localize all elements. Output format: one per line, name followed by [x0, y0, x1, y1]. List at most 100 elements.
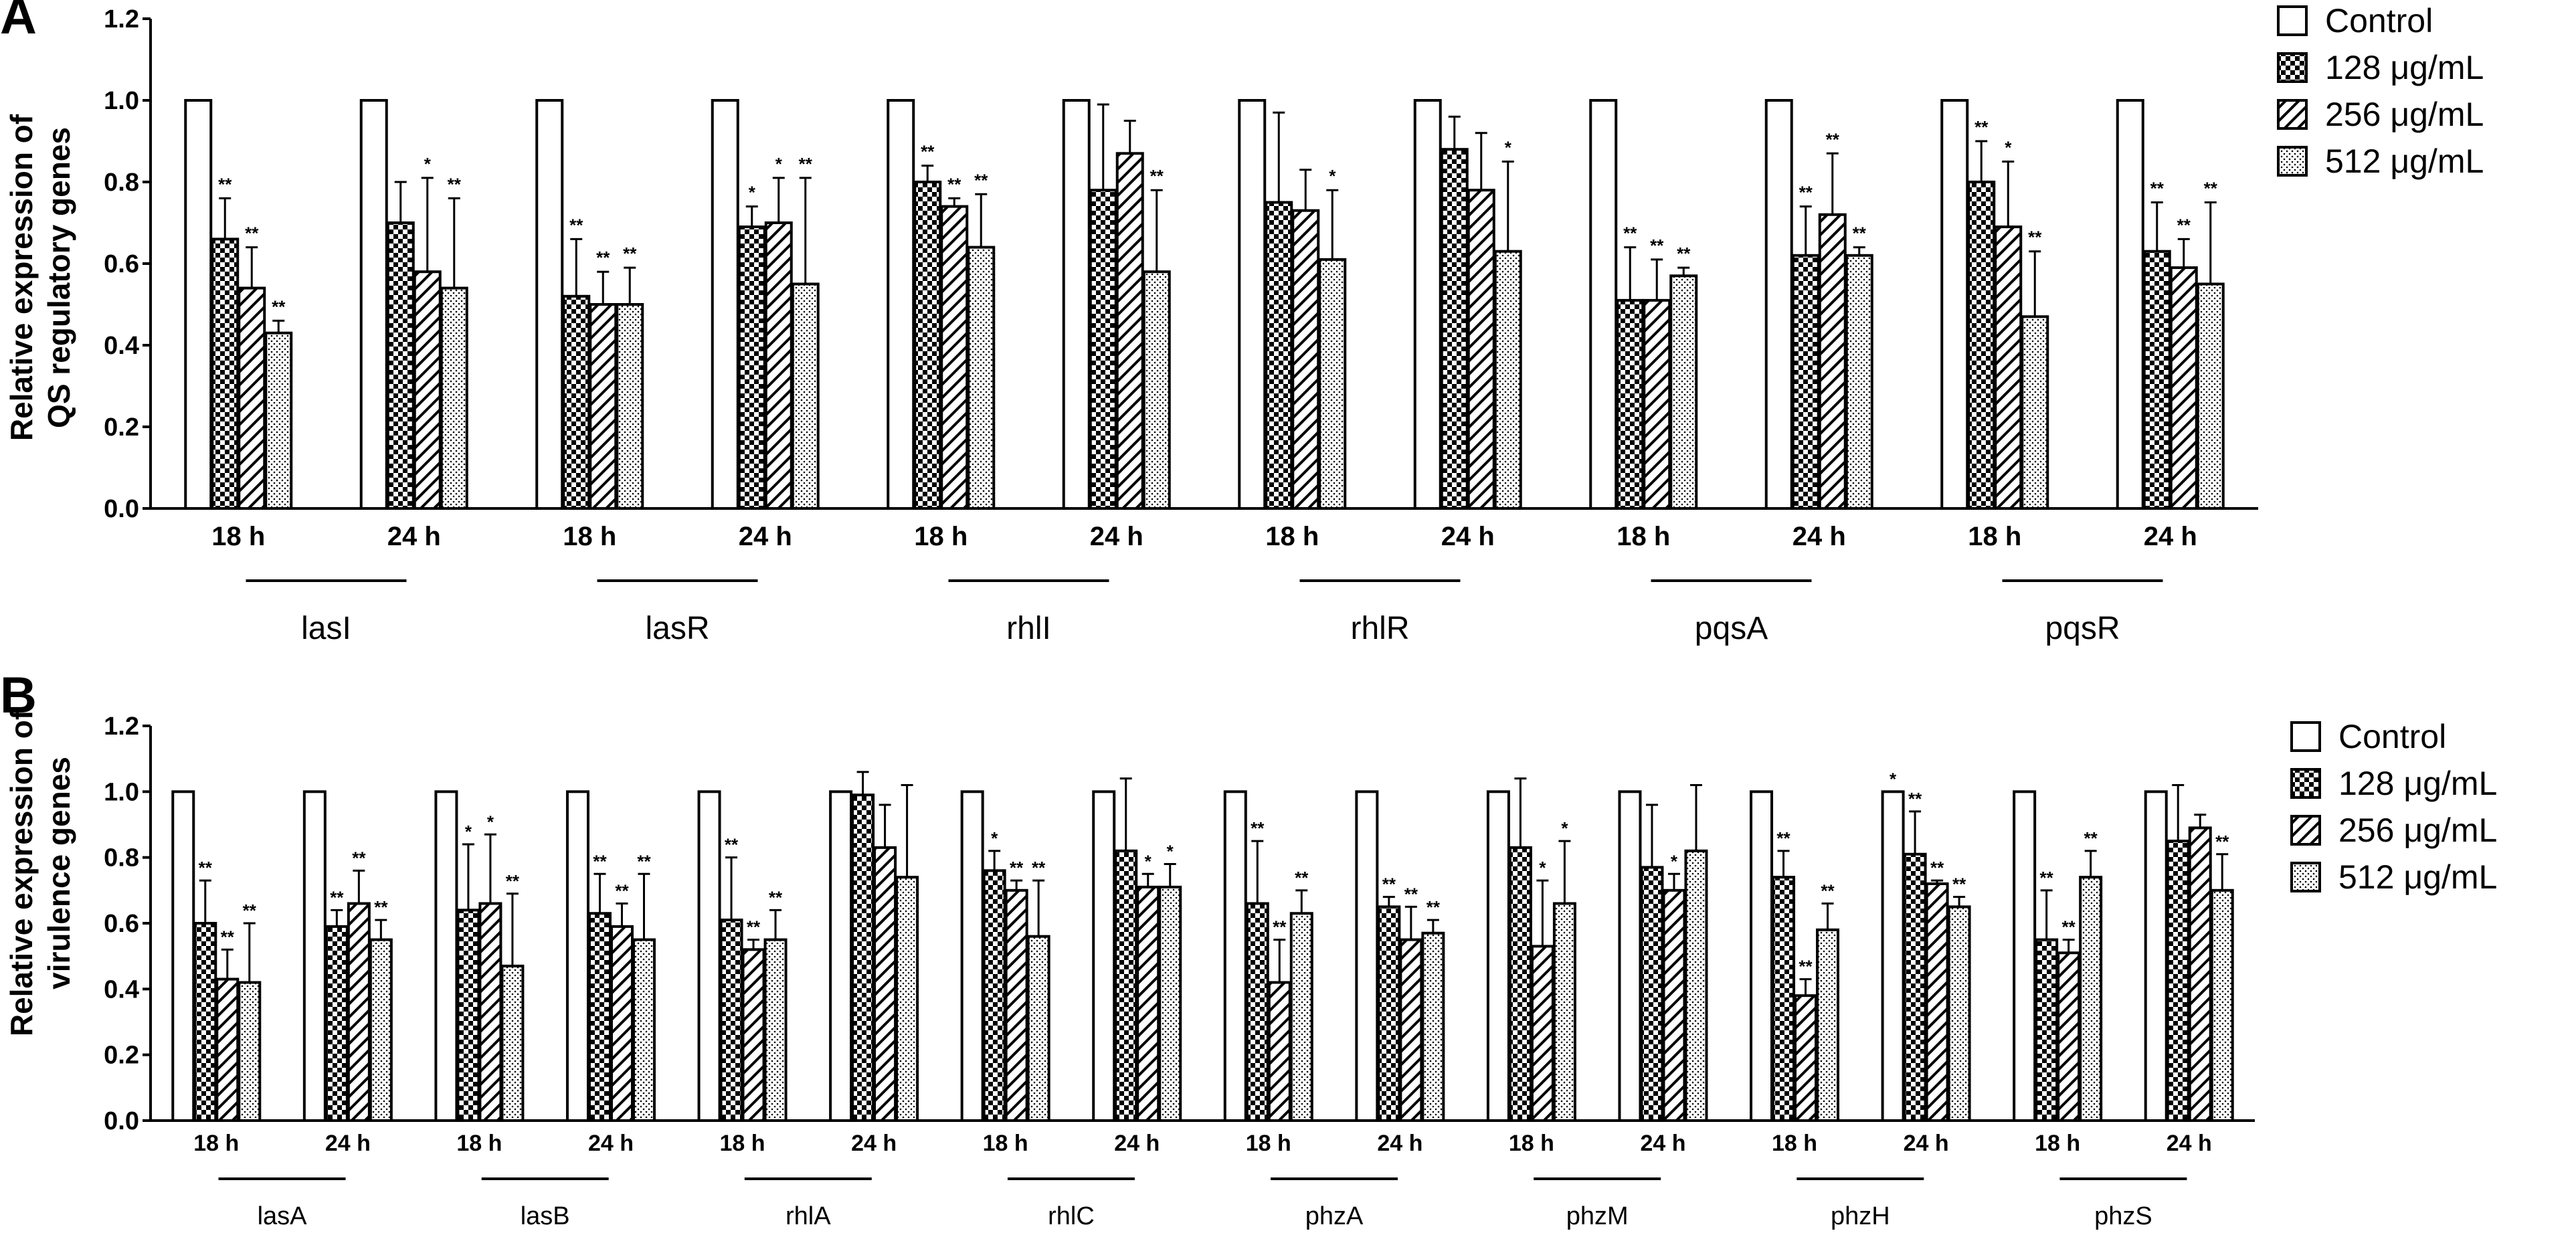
bar-control [171, 790, 195, 1123]
significance-marker: ** [1650, 235, 1664, 256]
significance-marker: ** [1776, 828, 1790, 848]
panel-a-y-tick-label: 0.8 [104, 169, 139, 197]
bar-512 [2196, 282, 2225, 510]
legend-label-control: Control [2325, 2, 2433, 39]
bar-256 [215, 977, 240, 1123]
significance-marker: ** [448, 174, 462, 194]
panel-a-group-rhlI-24h: ** [1062, 99, 1171, 510]
significance-marker: * [1505, 138, 1512, 158]
x-tick-label: 18 h [1509, 1131, 1554, 1156]
bar-512 [1158, 885, 1182, 1122]
legend-label-128: 128 μg/mL [2338, 765, 2497, 802]
gene-label: pqsA [1695, 611, 1768, 646]
x-tick-label: 24 h [851, 1131, 897, 1156]
significance-marker: * [1890, 769, 1897, 789]
x-tick-label: 24 h [1792, 522, 1846, 551]
bar-128 [851, 793, 875, 1122]
bar-512 [791, 282, 820, 510]
bar-512 [1026, 935, 1050, 1122]
bar-512 [763, 938, 788, 1123]
bar-512 [895, 876, 919, 1122]
significance-marker: ** [1799, 183, 1813, 203]
panel-b: B Relative expression of virulence genes… [0, 667, 2497, 1230]
bar-128 [1640, 866, 1664, 1122]
significance-marker: * [749, 183, 756, 203]
significance-marker: ** [2204, 179, 2218, 199]
bar-128 [1377, 905, 1401, 1122]
panel-b-group-lasB-18h: * *** [434, 790, 525, 1123]
bar-256 [1994, 225, 2023, 510]
bar-control [1589, 99, 1618, 510]
panel-b-y-tick-label: 0.6 [104, 910, 139, 938]
x-tick-label: 24 h [1114, 1131, 1160, 1156]
significance-marker: ** [1427, 897, 1441, 917]
bar-512 [264, 331, 293, 510]
significance-marker: ** [1799, 957, 1813, 977]
bar-control [1223, 790, 1247, 1123]
legend-label-256: 256 μg/mL [2325, 96, 2484, 133]
panel-b-y-tick-label: 0.2 [104, 1042, 139, 1070]
bar-256 [764, 221, 793, 510]
significance-marker: ** [1273, 917, 1287, 937]
x-tick-label: 18 h [211, 522, 265, 551]
significance-marker: ** [1623, 223, 1637, 244]
panel-b-group-phzH-18h: ** ** ** [1750, 790, 1840, 1123]
bar-256 [1115, 152, 1144, 510]
x-tick-label: 18 h [1968, 522, 2021, 551]
bar-256 [610, 925, 634, 1122]
bar-256 [1794, 994, 1818, 1122]
bar-128 [211, 238, 240, 510]
bar-512 [1816, 928, 1840, 1123]
bar-128 [562, 294, 591, 510]
gene-label: lasB [521, 1202, 570, 1230]
panel-a-y-tick-label: 1.0 [104, 87, 139, 115]
panel-b-group-rhlA-24h [829, 771, 919, 1123]
bar-256 [2169, 266, 2198, 510]
bar-256 [1662, 888, 1686, 1123]
significance-marker: ** [272, 296, 286, 316]
bar-256 [1925, 882, 1949, 1122]
legend-swatch-512 [2277, 146, 2308, 177]
panel-b-group-phzS-18h: ** ** ** [2013, 790, 2103, 1123]
bar-256 [413, 270, 442, 510]
significance-marker: ** [569, 215, 583, 235]
bar-control [302, 790, 327, 1123]
panel-b-group-rhlC-18h: *** ** [960, 790, 1050, 1123]
x-tick-label: 18 h [1617, 522, 1670, 551]
gene-label: rhlA [786, 1202, 831, 1230]
panel-a-group-pqsR-18h: ***** [1940, 99, 2049, 510]
panel-b-group-rhlA-18h: ** ** ** [697, 790, 788, 1123]
panel-b-group-phzA-24h: ** ** ** [1355, 790, 1445, 1123]
significance-marker: ** [799, 154, 813, 174]
bar-128 [1616, 298, 1645, 510]
significance-marker: ** [1974, 117, 1989, 137]
bar-control [535, 99, 564, 510]
bar-control [2013, 790, 2037, 1123]
legend-swatch-256 [2277, 99, 2308, 130]
panel-b-group-phzM-18h: ** [1486, 777, 1576, 1123]
legend-label-control: Control [2338, 718, 2446, 755]
bar-512 [632, 938, 656, 1123]
bar-256 [2188, 826, 2212, 1122]
panel-a-group-rhlR-18h: * [1238, 99, 1347, 510]
significance-marker: ** [769, 887, 783, 907]
x-tick-label: 24 h [2167, 1131, 2212, 1156]
bar-512 [440, 286, 468, 510]
significance-marker: ** [725, 835, 739, 855]
bar-128 [1245, 902, 1269, 1122]
x-tick-label: 18 h [1772, 1131, 1817, 1156]
panel-b-ylabel-line-2: virulence genes [41, 757, 76, 989]
panel-b-bars: ************* ****************** ** * ******… [171, 769, 2234, 1123]
significance-marker: ** [1382, 874, 1396, 894]
bar-128 [1967, 181, 1996, 510]
bar-512 [1142, 270, 1171, 510]
panel-a-group-lasI-18h: ** ** ** [184, 99, 293, 510]
significance-marker: * [465, 822, 472, 842]
legend-label-512: 512 μg/mL [2338, 858, 2497, 896]
x-tick-label: 18 h [914, 522, 968, 551]
significance-marker: * [1145, 851, 1152, 871]
bar-control [1881, 790, 1905, 1123]
x-tick-label: 24 h [739, 522, 792, 551]
panel-a-group-rhlR-24h: * [1413, 99, 1522, 510]
